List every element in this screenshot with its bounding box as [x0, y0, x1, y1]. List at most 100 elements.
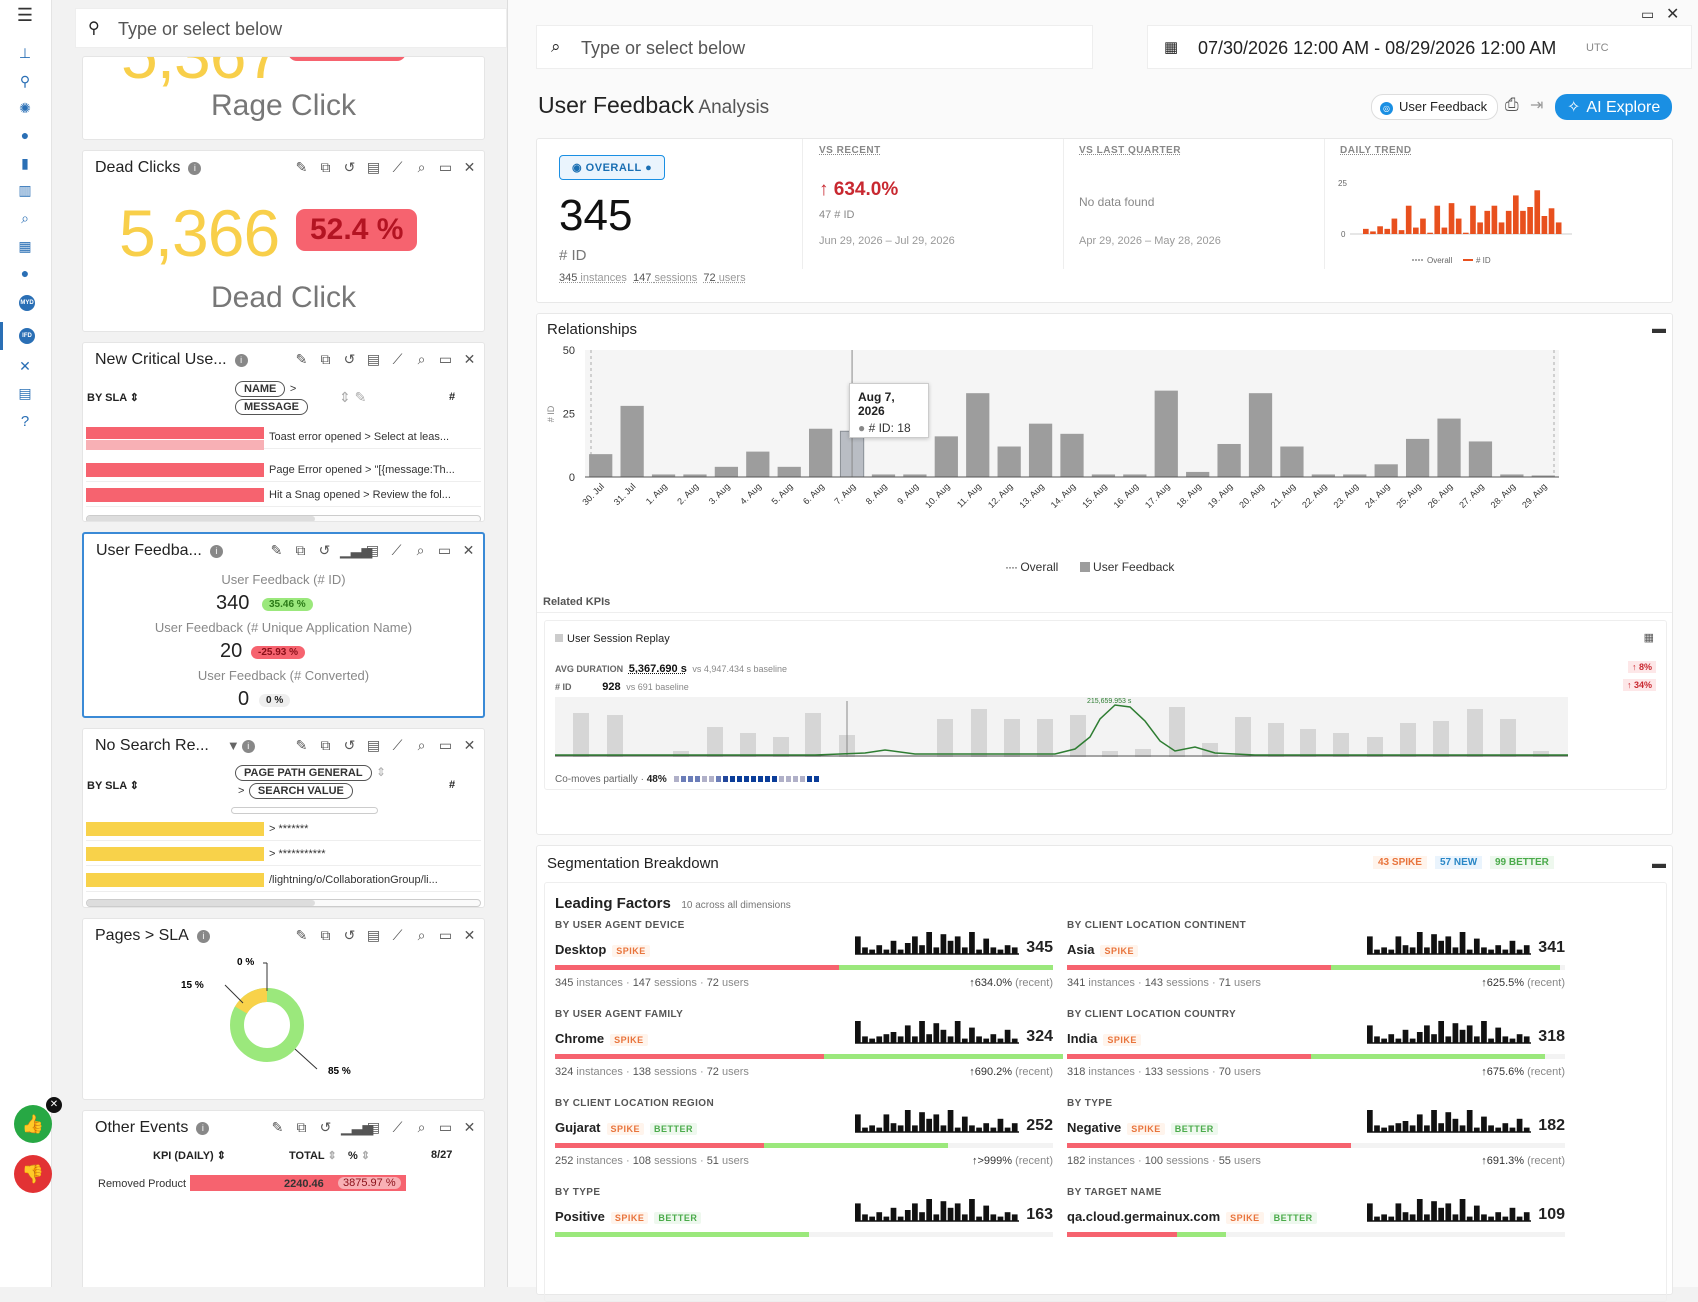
legend-overall[interactable]: ···· Overall	[1005, 560, 1059, 574]
trend-bar[interactable]	[1463, 232, 1469, 234]
trend-bar[interactable]	[1377, 226, 1383, 234]
kpi-daily-header[interactable]: KPI (DAILY) ⇕	[153, 1150, 226, 1162]
segment-item[interactable]: qa.cloud.germainux.com SPIKE BETTER	[1067, 1209, 1317, 1224]
trend-bar[interactable]	[1363, 228, 1369, 234]
date-range-picker[interactable]: ▦ 07/30/2026 12:00 AM - 08/29/2026 12:00…	[1147, 25, 1692, 69]
history-icon[interactable]: ↺	[343, 737, 356, 753]
bar-18. Aug[interactable]	[1186, 471, 1210, 477]
table-row[interactable]: /lightning/o/CollaborationGroup/li...	[86, 868, 481, 892]
table-row[interactable]: > *******	[86, 817, 481, 841]
csv-icon[interactable]: ▤	[365, 542, 380, 558]
trend-bar[interactable]	[1555, 222, 1562, 234]
trend-bar[interactable]	[1441, 227, 1448, 234]
close-icon[interactable]: ✕	[463, 351, 476, 367]
print-icon[interactable]: ⎙	[1505, 95, 1519, 114]
ifd-icon[interactable]: IFD	[19, 328, 35, 344]
bar-20. Aug[interactable]	[1248, 393, 1273, 477]
signal-icon[interactable]: ▁▃▅	[340, 542, 373, 558]
bar-21. Aug[interactable]	[1280, 446, 1304, 477]
bar-28. Aug[interactable]	[1500, 474, 1524, 477]
trend-icon[interactable]: ⟋	[391, 542, 402, 558]
trend-bar[interactable]	[1370, 231, 1376, 234]
segment-item[interactable]: Negative SPIKE BETTER	[1067, 1120, 1218, 1135]
close-icon[interactable]: ✕	[463, 159, 476, 175]
close-icon[interactable]: ✕	[463, 1119, 476, 1135]
filter-icon[interactable]: ▼	[226, 738, 240, 753]
bar-27. Aug[interactable]	[1468, 441, 1493, 477]
alert-icon[interactable]: ●	[20, 265, 30, 281]
bar-8. Aug[interactable]	[871, 474, 896, 477]
table-row[interactable]: Removed Product 2240.46 3875.97 %	[86, 1175, 484, 1191]
trend-icon[interactable]: ⟋	[392, 927, 403, 943]
trend-bar[interactable]	[1455, 218, 1462, 234]
trend-bar[interactable]	[1398, 230, 1405, 234]
thumbs-down-button[interactable]: 👎	[14, 1155, 52, 1193]
trend-bar[interactable]	[1505, 210, 1512, 234]
by-sla-header[interactable]: BY SLA ⇕	[87, 391, 139, 404]
window-icon[interactable]: ▭	[438, 351, 453, 367]
dismiss-icon[interactable]: ✕	[46, 1097, 62, 1113]
close-panel-icon[interactable]: ✕	[1666, 6, 1680, 23]
bar-17. Aug[interactable]	[1154, 390, 1178, 477]
info-icon[interactable]: i	[196, 1122, 210, 1135]
edit-icon[interactable]: ✎	[295, 351, 308, 367]
trend-bar[interactable]	[1470, 205, 1476, 234]
donut-slice-15[interactable]	[234, 987, 268, 1014]
trend-bar[interactable]	[1434, 205, 1441, 234]
related-kpi-card[interactable]: User Session Replay ▦ AVG DURATION 5,367…	[544, 620, 1667, 790]
bar-3. Aug[interactable]	[714, 466, 739, 477]
login-icon[interactable]: ⇥	[1530, 97, 1544, 114]
overall-button[interactable]: ◉ OVERALL ●	[559, 155, 666, 180]
bar-14. Aug[interactable]	[1060, 433, 1084, 477]
zoom-icon[interactable]: ⌕	[417, 1119, 426, 1135]
history-icon[interactable]: ↺	[343, 159, 356, 175]
table-row[interactable]: Toast error opened > Select at leas...	[86, 425, 481, 450]
trend-bar[interactable]	[1420, 218, 1426, 234]
edit-icon[interactable]: ✎	[295, 159, 308, 175]
bar-23. Aug[interactable]	[1343, 474, 1367, 477]
copy-icon[interactable]: ⧉	[320, 159, 331, 175]
table-icon[interactable]: ▦	[18, 237, 32, 254]
table-icon[interactable]: ▦	[1643, 632, 1654, 644]
tools-icon[interactable]: ✕	[19, 357, 31, 374]
trend-bar[interactable]	[1391, 218, 1398, 234]
trend-bar[interactable]	[1477, 222, 1483, 234]
copy-icon[interactable]: ⧉	[320, 927, 331, 943]
zoom-icon[interactable]: ⌕	[417, 351, 426, 367]
bar-13. Aug[interactable]	[1028, 423, 1053, 477]
main-search[interactable]: ⌕ Type or select below	[536, 25, 1093, 69]
csv-icon[interactable]: ▤	[366, 927, 381, 943]
csv-icon[interactable]: ▤	[366, 159, 381, 175]
myd-icon[interactable]: MYD	[19, 295, 35, 311]
close-icon[interactable]: ✕	[463, 737, 476, 753]
history-icon[interactable]: ↺	[318, 542, 331, 558]
sort-icon[interactable]: ⇕	[129, 392, 140, 404]
history-icon[interactable]: ↺	[343, 351, 356, 367]
left-search-input[interactable]: Type or select below	[118, 19, 283, 39]
pct-header[interactable]: % ⇕	[348, 1150, 371, 1162]
thumbs-up-button[interactable]: 👍	[14, 1105, 52, 1143]
info-icon[interactable]: i	[196, 930, 210, 943]
trend-bar[interactable]	[1448, 203, 1455, 234]
csv-icon[interactable]: ▤	[366, 1119, 381, 1135]
bar-2. Aug[interactable]	[683, 474, 707, 477]
horizontal-scrollbar[interactable]	[86, 515, 481, 521]
page-path-pill[interactable]: PAGE PATH GENERAL	[235, 765, 372, 781]
trend-bar[interactable]	[1405, 205, 1412, 234]
user-feedback-card[interactable]: User Feedba... i ✎ ⧉ ↺ ▁▃▅ ▤ ⟋ ⌕ ▭ ✕ User Feedbac…	[82, 532, 485, 718]
csv-icon[interactable]: ▤	[366, 351, 381, 367]
trend-bar[interactable]	[1491, 205, 1498, 234]
window-icon[interactable]: ▭	[438, 159, 453, 175]
bar-29. Aug[interactable]	[1531, 475, 1555, 477]
bar-11. Aug[interactable]	[966, 393, 990, 477]
trend-icon[interactable]: ⟋	[392, 1119, 403, 1135]
ai-explore-button[interactable]: ✧ AI Explore	[1555, 94, 1673, 120]
segment-item[interactable]: Positive SPIKE BETTER	[555, 1209, 702, 1224]
legend-series[interactable]: User Feedback	[1079, 560, 1174, 574]
table-row[interactable]: Hit a Snag opened > Review the fol...	[86, 483, 481, 507]
info-icon[interactable]: i	[241, 740, 255, 753]
table-row[interactable]: Page Error opened > "[{message:Th...	[86, 458, 481, 482]
bar-19. Aug[interactable]	[1217, 443, 1241, 477]
maximize-icon[interactable]: ▭	[1641, 6, 1655, 22]
table-row[interactable]: > ***********	[86, 842, 481, 866]
